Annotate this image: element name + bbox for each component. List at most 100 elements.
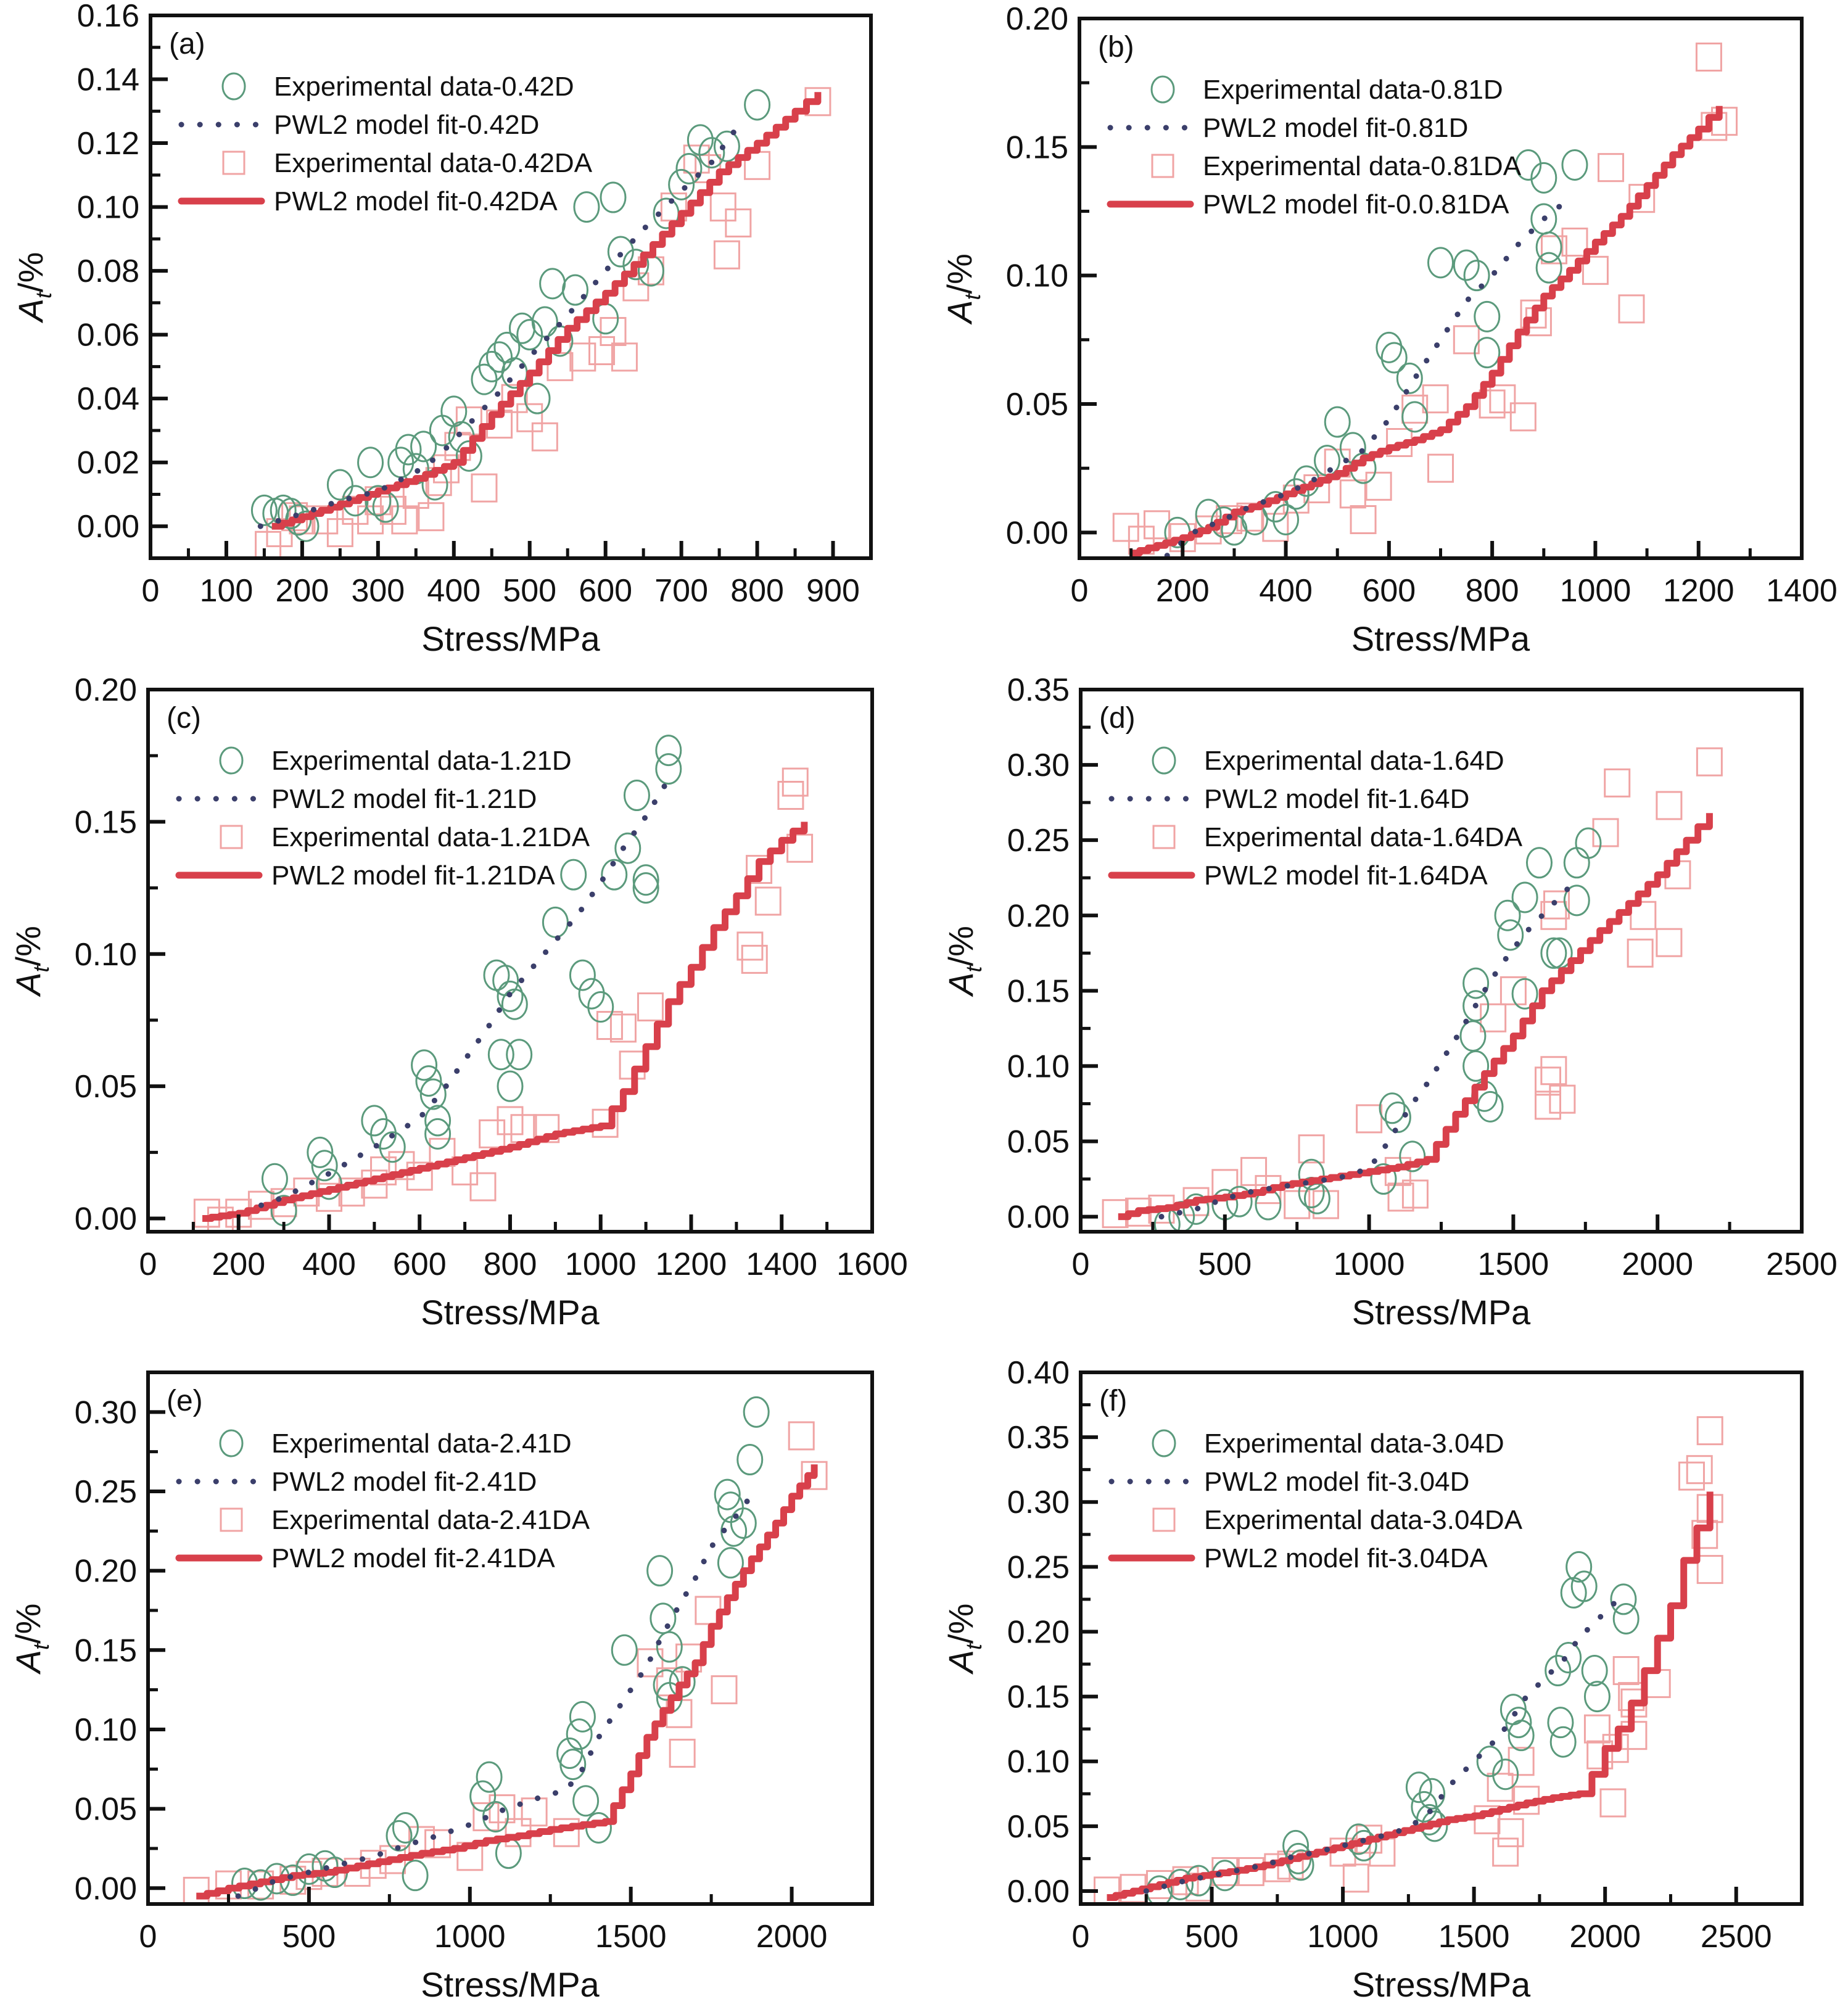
axes-frame: [1079, 1370, 1804, 1906]
data-point-circle: [572, 1785, 600, 1817]
legend-circle-icon: [1152, 746, 1176, 775]
y-axis-title: At/%: [11, 252, 56, 324]
data-point-circle: [1530, 162, 1557, 194]
data-point-circle: [476, 1761, 503, 1793]
y-tick-label: 0.00: [77, 509, 139, 545]
data-point-square: [801, 1461, 828, 1490]
data-point-circle: [295, 1853, 323, 1885]
data-point-circle: [1581, 1655, 1608, 1687]
x-tick-label: 0: [1071, 573, 1089, 609]
fit-line-solid: [271, 92, 822, 530]
fit-line-solid: [1118, 813, 1713, 1221]
panel-label: (c): [167, 702, 201, 735]
x-tick-label: 500: [1198, 1247, 1252, 1282]
y-tick-label: 0.20: [75, 672, 137, 708]
data-point-circle: [539, 268, 566, 300]
data-point-circle: [1610, 1583, 1637, 1615]
data-point-square: [1387, 1182, 1414, 1212]
data-point-circle: [410, 431, 437, 463]
data-point-circle: [1497, 919, 1524, 951]
x-tick-label: 1200: [656, 1247, 727, 1282]
y-tick-label: 0.05: [75, 1792, 137, 1828]
data-point-square: [1427, 453, 1454, 483]
legend-label: PWL2 model fit-0.42DA: [274, 186, 558, 216]
y-tick-label: 0.00: [1007, 1874, 1070, 1910]
legend-label: Experimental data-1.64D: [1204, 746, 1504, 776]
fit-line-dotted: [235, 1488, 756, 1899]
legend-label: Experimental data-1.64DA: [1204, 822, 1523, 852]
data-point-circle: [714, 1478, 741, 1511]
data-point-circle: [573, 191, 600, 223]
y-tick-label: 0.06: [77, 318, 139, 353]
y-tick-label: 0.05: [1006, 387, 1068, 422]
data-point-circle: [486, 341, 513, 373]
data-point-circle: [506, 1039, 533, 1071]
legend-square-icon: [222, 150, 245, 175]
data-point-square: [1656, 791, 1683, 820]
data-point-circle: [1525, 847, 1553, 879]
data-point-circle: [650, 1602, 677, 1634]
data-point-circle: [559, 1749, 587, 1781]
y-axis-title: At/%: [9, 926, 54, 997]
legend: Experimental data-0.42D PWL2 model fit-0.…: [178, 72, 593, 216]
data-point-circle: [587, 991, 614, 1023]
data-point-circle: [1508, 1720, 1535, 1752]
x-axis-title: Stress/MPa: [421, 1965, 600, 1999]
legend-circle-icon: [1152, 1429, 1176, 1457]
y-tick-label: 0.15: [75, 804, 137, 840]
series-experimental-data-1.21da: [193, 767, 814, 1232]
x-tick-label: 200: [276, 573, 329, 609]
panel-label: (a): [169, 28, 205, 60]
legend-circle-icon: [219, 1429, 244, 1457]
plot-area: [1112, 43, 1738, 558]
y-tick-label: 0.16: [77, 0, 139, 34]
data-point-square: [1365, 471, 1392, 501]
y-tick-label: 0.05: [1007, 1124, 1070, 1160]
data-point-circle: [578, 978, 605, 1010]
x-tick-label: 1000: [1307, 1919, 1379, 1955]
data-point-circle: [1547, 1707, 1574, 1739]
data-point-square: [1686, 1455, 1713, 1485]
data-point-circle: [1405, 1771, 1432, 1803]
data-point-circle: [292, 510, 320, 542]
data-point-square: [510, 1114, 537, 1144]
y-tick-label: 0.25: [1007, 823, 1070, 859]
data-point-square: [1628, 184, 1656, 213]
data-point-square: [455, 406, 482, 435]
data-point-square: [1678, 1461, 1705, 1491]
panel-b: 0.00 0.05 0.10 0.15 0.20 0 200 400 600 800 1000 120…: [940, 1, 1838, 658]
data-point-square: [1479, 389, 1506, 419]
legend-circle-icon: [1150, 75, 1175, 104]
data-point-circle: [1396, 362, 1423, 394]
data-point-square: [497, 1106, 524, 1136]
data-point-square: [418, 502, 445, 532]
data-point-square: [1586, 1740, 1614, 1770]
data-point-square: [569, 342, 596, 372]
series-pwl2-model-fit-0.42da: [271, 92, 822, 530]
legend-label: Experimental data-0.81DA: [1203, 151, 1522, 181]
data-point-square: [1401, 1179, 1429, 1209]
fit-line-solid: [1107, 1491, 1714, 1901]
data-point-square: [1262, 513, 1289, 542]
x-axis-title: Stress/MPa: [421, 1293, 600, 1332]
x-tick-label: 0: [139, 1919, 157, 1955]
y-tick-label: 0.04: [77, 381, 139, 417]
data-point-circle: [311, 1150, 338, 1182]
data-point-square: [1549, 1084, 1576, 1114]
data-point-circle: [1545, 1655, 1572, 1687]
data-point-square: [1508, 1747, 1535, 1776]
x-tick-label: 1600: [836, 1247, 908, 1282]
legend: Experimental data-2.41D PWL2 model fit-2.…: [175, 1428, 590, 1573]
series-pwl2-model-fit-3.04d: [1143, 1596, 1621, 1894]
x-tick-label: 400: [302, 1247, 356, 1282]
y-tick-label: 0.10: [75, 1712, 137, 1748]
data-point-circle: [516, 319, 543, 351]
x-tick-label: 1400: [1766, 573, 1838, 609]
series-pwl2-model-fit-2.41da: [196, 1464, 818, 1900]
data-point-circle: [1535, 252, 1562, 284]
y-tick-label: 0.20: [1007, 898, 1070, 934]
x-tick-label: 1000: [1334, 1247, 1405, 1282]
axes-frame: [149, 14, 873, 560]
data-point-circle: [487, 1039, 514, 1071]
data-point-square: [1612, 1656, 1640, 1686]
